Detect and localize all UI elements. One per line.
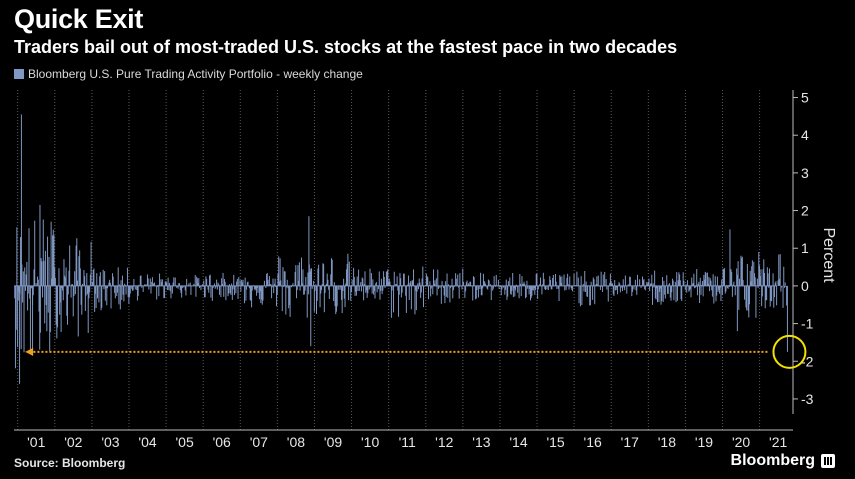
x-tick-label: '09 bbox=[324, 434, 342, 450]
x-tick-label: '17 bbox=[621, 434, 639, 450]
chart-subtitle: Traders bail out of most-traded U.S. sto… bbox=[14, 37, 678, 57]
y-tick-label: 1 bbox=[801, 240, 809, 256]
x-tick-label: '14 bbox=[509, 434, 527, 450]
y-tick-label: 4 bbox=[801, 127, 809, 143]
x-tick-label: '03 bbox=[101, 434, 119, 450]
x-tick-label: '01 bbox=[27, 434, 45, 450]
y-tick-label: 5 bbox=[801, 90, 809, 106]
y-tick-label: 2 bbox=[801, 203, 809, 219]
x-tick-label: '16 bbox=[584, 434, 602, 450]
x-tick-label: '13 bbox=[472, 434, 490, 450]
annotation-highlight-circle bbox=[772, 334, 807, 369]
x-tick-label: '21 bbox=[769, 434, 787, 450]
y-tick-label: -1 bbox=[801, 316, 814, 332]
x-tick-label: '02 bbox=[64, 434, 82, 450]
y-tick-label: -3 bbox=[801, 391, 814, 407]
x-tick-label: '07 bbox=[250, 434, 268, 450]
source-note: Source: Bloomberg bbox=[14, 456, 126, 470]
bloomberg-chart-icon bbox=[821, 454, 835, 468]
x-tick-label: '19 bbox=[695, 434, 713, 450]
x-tick-label: '11 bbox=[399, 434, 416, 450]
y-axis-label: Percent bbox=[820, 227, 837, 283]
x-tick-label: '20 bbox=[732, 434, 750, 450]
y-tick-label: 3 bbox=[801, 165, 809, 181]
x-tick-label: '08 bbox=[287, 434, 305, 450]
chart-title: Quick Exit bbox=[14, 4, 144, 34]
legend-swatch bbox=[14, 69, 24, 79]
brand-logo: Bloomberg bbox=[730, 452, 815, 469]
x-tick-label: '10 bbox=[361, 434, 379, 450]
x-tick-label: '04 bbox=[138, 434, 156, 450]
legend-label: Bloomberg U.S. Pure Trading Activity Por… bbox=[28, 67, 363, 81]
x-tick-label: '15 bbox=[546, 434, 564, 450]
y-tick-label: 0 bbox=[801, 278, 809, 294]
x-tick-label: '06 bbox=[213, 434, 231, 450]
x-tick-label: '05 bbox=[176, 434, 194, 450]
chart-legend: Bloomberg U.S. Pure Trading Activity Por… bbox=[14, 67, 363, 81]
annotation-arrow-head bbox=[25, 347, 34, 356]
x-tick-label: '12 bbox=[435, 434, 453, 450]
x-tick-label: '18 bbox=[658, 434, 676, 450]
